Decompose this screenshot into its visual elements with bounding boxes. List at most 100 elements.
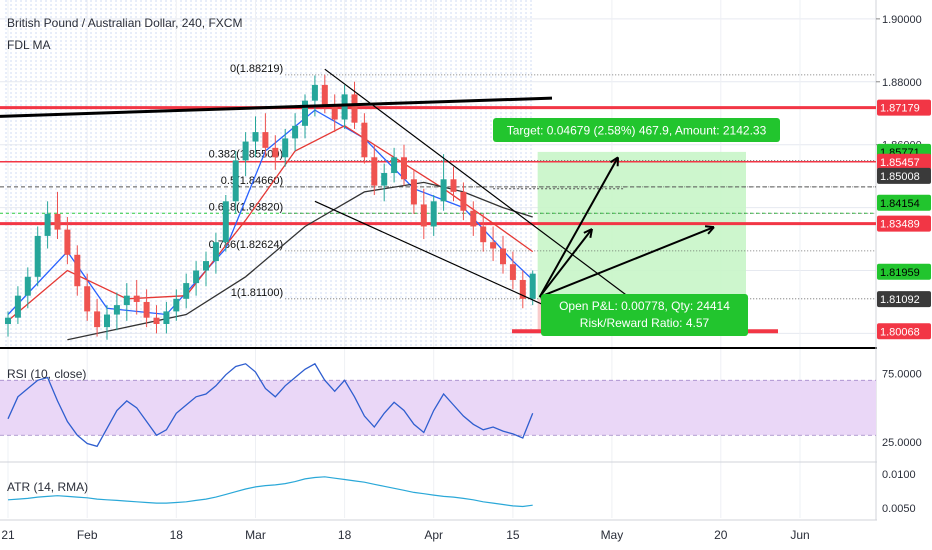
- time-tick-label: May: [601, 528, 624, 542]
- channel-lower-line: [314, 200, 548, 308]
- candle-body: [44, 213, 51, 236]
- candle-body: [5, 317, 11, 324]
- fib-level-label: 0.786(1.82624): [209, 239, 284, 251]
- candle-body: [123, 295, 130, 306]
- rsi-tick-label: 25.0000: [882, 437, 922, 449]
- time-tick-label: Mar: [245, 528, 266, 542]
- target-label-text: Target: 0.04679 (2.58%) 467.9, Amount: 2…: [507, 124, 767, 138]
- candle-body: [302, 100, 308, 126]
- candle-body: [470, 210, 477, 227]
- price-tick-label: 1.88000: [882, 77, 922, 89]
- candle-body: [94, 311, 101, 328]
- candle-body: [64, 229, 71, 255]
- time-tick-label: 20: [714, 528, 728, 542]
- candle-body: [371, 157, 378, 186]
- projection-arrow-head: [609, 156, 619, 167]
- candle-body: [242, 141, 249, 161]
- candle-body: [480, 226, 487, 243]
- price-tick-label: 1.90000: [882, 14, 922, 26]
- candle-body: [84, 286, 91, 312]
- price-tag-label: 1.87179: [880, 103, 920, 115]
- candle-body: [232, 160, 239, 202]
- candle-body: [262, 132, 269, 148]
- candle-body: [203, 261, 209, 271]
- candle-body: [401, 157, 407, 180]
- fib-level-label: 0(1.88219): [230, 63, 283, 75]
- candle-body: [163, 311, 170, 324]
- candle-body: [321, 84, 328, 107]
- candle-body: [420, 204, 427, 227]
- candle-body: [292, 125, 299, 139]
- candle-body: [519, 279, 526, 299]
- pnl-label-text: Open P&L: 0.00778, Qty: 24414: [559, 299, 730, 313]
- candle-body: [529, 273, 536, 299]
- candle-body: [24, 276, 31, 296]
- candle-body: [282, 138, 289, 158]
- time-tick-label: Apr: [424, 528, 443, 542]
- position-labels: Target: 0.04679 (2.58%) 467.9, Amount: 2…: [493, 118, 780, 336]
- candle-body: [212, 242, 219, 262]
- price-tag-box: [877, 167, 931, 184]
- candle-body: [34, 235, 41, 277]
- trend-drawings[interactable]: [0, 68, 715, 308]
- fib-retracement[interactable]: 0(1.88219)0.382(1.85500)0.5(1.84660)0.61…: [209, 63, 876, 300]
- projection-arrow-line: [538, 156, 619, 298]
- black-trendline: [0, 96, 553, 118]
- candle-body: [272, 147, 279, 158]
- price-tag-box: [877, 194, 931, 211]
- price-tag-label: 1.85457: [880, 157, 920, 169]
- projection-arrow-line: [539, 226, 715, 298]
- atr-label: ATR (14, RMA): [7, 480, 88, 494]
- candle-body: [311, 84, 318, 101]
- projection-arrow-line: [538, 228, 593, 298]
- atr-pane: [7, 476, 533, 508]
- projection-arrow-head: [704, 225, 715, 235]
- channel-upper-line: [324, 68, 628, 296]
- pnl-label-box: [541, 294, 748, 336]
- atr-line: [7, 476, 533, 508]
- candle-body: [331, 106, 338, 120]
- price-tag-box: [877, 323, 931, 340]
- profit-zone: [537, 151, 746, 300]
- candle-body: [500, 248, 506, 265]
- projection-arrow-head: [583, 228, 593, 239]
- time-tick-label: 21: [1, 528, 15, 542]
- price-tag-box: [877, 215, 931, 232]
- candle-body: [173, 298, 180, 312]
- candle-body: [381, 173, 388, 186]
- candle-body: [430, 201, 437, 227]
- time-tick-label: 15: [506, 528, 520, 542]
- price-tag-label: 1.84154: [880, 198, 920, 210]
- candle-body: [252, 132, 259, 142]
- candle-body: [14, 295, 21, 318]
- candle-body: [183, 283, 190, 299]
- candle-body: [450, 179, 457, 192]
- price-tag-box: [877, 99, 931, 116]
- price-tag-box: [877, 263, 931, 280]
- candle-body: [133, 295, 140, 302]
- candle-body: [74, 254, 81, 287]
- price-tag-label: 1.81959: [880, 267, 920, 279]
- candle-body: [361, 122, 368, 158]
- candle-body: [509, 264, 516, 280]
- atr-tick-label: 0.0100: [882, 469, 916, 481]
- price-tag-label: 1.80068: [880, 326, 920, 338]
- fib-level-label: 0.618(1.83820): [209, 201, 284, 213]
- target-label-box: [493, 118, 780, 142]
- rsi-tick-label: 75.0000: [882, 368, 922, 380]
- time-tick-label: 18: [170, 528, 184, 542]
- rsi-band: [0, 380, 876, 436]
- price-tag-box: [877, 291, 931, 308]
- candle-body: [222, 201, 229, 243]
- atr-tick-label: 0.0050: [882, 503, 916, 515]
- time-tick-label: 18: [338, 528, 352, 542]
- candle-body: [410, 179, 417, 205]
- moving-average-line: [7, 125, 534, 322]
- time-tick-label: Feb: [77, 528, 98, 542]
- rsi-line: [7, 362, 534, 448]
- fib-level-label: 1(1.81100): [231, 287, 283, 299]
- grid-lines: [0, 0, 932, 521]
- candle-body: [143, 301, 150, 318]
